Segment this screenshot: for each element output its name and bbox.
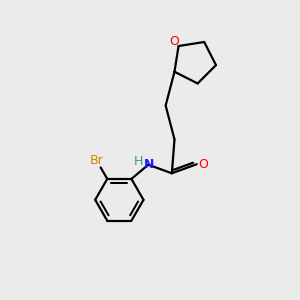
Text: H: H xyxy=(134,155,144,168)
Text: O: O xyxy=(198,158,208,171)
Text: O: O xyxy=(169,35,179,48)
Text: Br: Br xyxy=(90,154,104,167)
Text: N: N xyxy=(144,158,154,171)
